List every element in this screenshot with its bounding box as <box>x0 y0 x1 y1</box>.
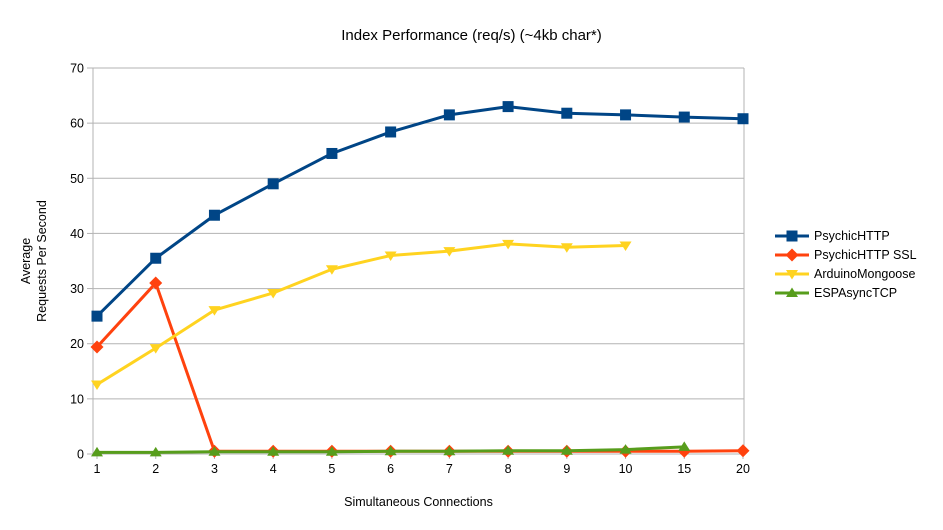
marker-arduinomongoose <box>384 251 397 261</box>
marker-espasynctcp <box>325 446 338 456</box>
marker-arduinomongoose <box>325 265 338 275</box>
y-tick-label: 60 <box>70 117 84 131</box>
marker-arduinomongoose <box>619 241 632 252</box>
marker-arduinomongoose <box>560 243 573 253</box>
marker-psychichttp <box>326 147 338 159</box>
marker-psychichttp <box>737 113 749 125</box>
x-tick-label: 15 <box>677 462 691 476</box>
x-tick-label: 5 <box>328 462 335 476</box>
marker-psychichttp <box>208 209 220 221</box>
y-tick-label: 40 <box>70 227 84 241</box>
marker-psychichttp <box>561 107 573 119</box>
marker-espasynctcp <box>678 441 691 451</box>
marker-psychichttp <box>620 109 632 121</box>
marker-espasynctcp <box>384 445 397 456</box>
legend-label-arduinomongoose: ArduinoMongoose <box>814 266 916 281</box>
marker-espasynctcp <box>149 446 162 457</box>
y-tick-label: 30 <box>70 282 84 296</box>
y-tick-label: 10 <box>70 392 84 406</box>
legend-marker-psychichttp-ssl-icon <box>775 248 809 261</box>
y-tick-label: 50 <box>70 172 84 186</box>
marker-espasynctcp <box>91 446 103 457</box>
legend-marker-arduinomongoose-icon <box>775 269 809 279</box>
x-tick-label: 6 <box>387 462 394 476</box>
legend-item-arduinomongoose: ArduinoMongoose <box>775 264 943 283</box>
marker-arduinomongoose <box>267 288 280 299</box>
marker-arduinomongoose <box>149 344 162 354</box>
x-axis-title: Simultaneous Connections <box>344 495 493 509</box>
marker-espasynctcp <box>560 445 573 455</box>
line-psychichttp <box>95 105 745 318</box>
marker-espasynctcp <box>502 445 515 455</box>
x-tick-label: 8 <box>505 462 512 476</box>
legend-label-espasynctcp: ESPAsyncTCP <box>814 285 898 300</box>
x-tick-label: 7 <box>446 462 453 476</box>
legend-item-psychichttp-ssl: PsychicHTTP SSL <box>775 245 943 264</box>
line-arduinomongoose <box>95 242 628 387</box>
marker-psychichttp <box>443 109 455 121</box>
marker-espasynctcp <box>267 446 280 456</box>
line-psychichttp-ssl <box>95 281 745 453</box>
marker-espasynctcp <box>208 446 221 456</box>
marker-espasynctcp <box>443 445 456 456</box>
marker-psychichttp-ssl <box>736 444 750 458</box>
x-tick-label: 10 <box>619 462 633 476</box>
legend: PsychicHTTP PsychicHTTP SSL ArduinoMongoos… <box>775 226 943 302</box>
chart-title: Index Performance (req/s) (~4kb char*) <box>341 27 602 44</box>
marker-arduinomongoose <box>208 306 221 316</box>
legend-marker-psychichttp-icon <box>775 230 809 241</box>
x-tick-label: 3 <box>211 462 218 476</box>
legend-item-espasynctcp: ESPAsyncTCP <box>775 283 943 302</box>
marker-arduinomongoose <box>91 380 103 391</box>
y-tick-label: 0 <box>77 448 84 462</box>
marker-arduinomongoose <box>443 247 456 257</box>
x-tick-label: 9 <box>563 462 570 476</box>
legend-item-psychichttp: PsychicHTTP <box>775 226 943 245</box>
marker-psychichttp-ssl <box>149 276 163 290</box>
legend-marker-espasynctcp-icon <box>775 287 809 297</box>
y-tick-label: 20 <box>70 337 84 351</box>
legend-label-psychichttp: PsychicHTTP <box>814 228 890 243</box>
marker-psychichttp <box>385 126 397 138</box>
marker-espasynctcp <box>619 444 632 454</box>
x-tick-label: 1 <box>94 462 101 476</box>
legend-label-psychichttp-ssl: PsychicHTTP SSL <box>814 247 917 262</box>
marker-psychichttp-ssl <box>90 340 104 354</box>
y-tick-label: 70 <box>70 62 84 76</box>
x-tick-label: 4 <box>270 462 277 476</box>
marker-psychichttp <box>502 101 514 113</box>
marker-psychichttp <box>150 252 162 264</box>
marker-psychichttp <box>678 111 690 123</box>
marker-psychichttp <box>91 310 103 322</box>
x-tick-label: 20 <box>736 462 750 476</box>
x-tick-label: 2 <box>152 462 159 476</box>
marker-psychichttp <box>267 178 279 190</box>
marker-arduinomongoose <box>502 239 515 250</box>
